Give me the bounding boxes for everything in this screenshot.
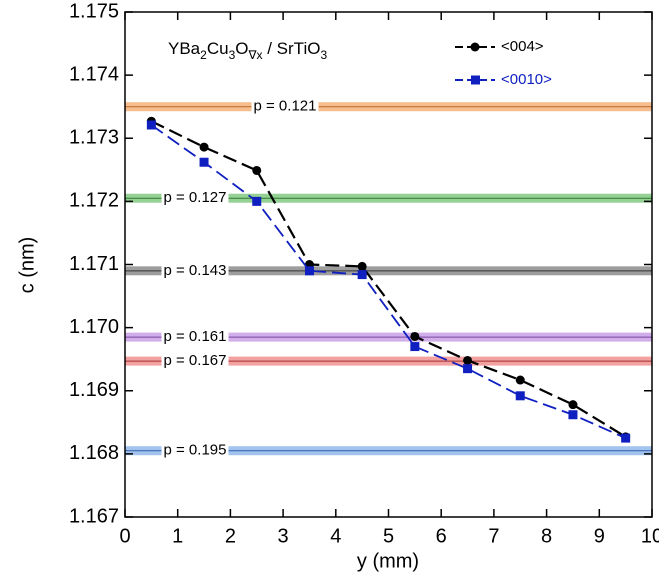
y-tick-label: 1.171 — [69, 253, 119, 275]
x-tick-label: 9 — [594, 525, 605, 547]
y-tick-label: 1.174 — [69, 63, 119, 85]
annotation-part: ∇x — [247, 48, 262, 62]
marker — [199, 157, 209, 167]
y-tick-label: 1.173 — [69, 127, 119, 149]
x-axis-label: y (mm) — [357, 550, 419, 572]
annotation-part: O — [235, 39, 248, 58]
legend-label: <004> — [501, 38, 544, 55]
annotation-part: YBa — [168, 39, 201, 58]
x-tick-label: 5 — [383, 525, 394, 547]
marker — [621, 433, 631, 443]
annotation-part: 3 — [229, 48, 236, 62]
marker — [357, 261, 367, 271]
label-bg — [161, 261, 229, 279]
label-bg — [251, 97, 319, 115]
band-label: p = 0.161 — [164, 328, 227, 345]
x-tick-label: 10 — [641, 525, 659, 547]
x-tick-label: 2 — [225, 525, 236, 547]
x-tick-label: 4 — [330, 525, 341, 547]
y-tick-label: 1.169 — [69, 379, 119, 401]
marker — [252, 196, 262, 206]
annotation-part: 2 — [200, 48, 207, 62]
marker — [568, 410, 578, 420]
label-bg — [161, 352, 229, 370]
y-tick-label: 1.170 — [69, 316, 119, 338]
annotation-part: Cu — [207, 39, 229, 58]
marker — [146, 120, 156, 130]
y-tick-label: 1.175 — [69, 0, 119, 22]
band-label: p = 0.127 — [164, 189, 227, 206]
x-tick-label: 7 — [488, 525, 499, 547]
x-tick-label: 1 — [172, 525, 183, 547]
marker — [463, 355, 473, 365]
series-line — [150, 120, 627, 438]
band-label: p = 0.143 — [164, 262, 227, 279]
x-tick-label: 3 — [278, 525, 289, 547]
band-label: p = 0.167 — [164, 352, 227, 369]
label-bg — [161, 441, 229, 459]
annotation-part: / SrTiO — [263, 39, 321, 58]
label-bg — [161, 328, 229, 346]
series-line — [150, 124, 627, 439]
x-tick-label: 6 — [436, 525, 447, 547]
band-label: p = 0.121 — [254, 98, 317, 115]
marker — [357, 270, 367, 280]
legend-marker — [471, 75, 480, 85]
label-bg — [161, 189, 229, 207]
marker — [515, 391, 525, 401]
annotation: YBa2Cu3O∇x / SrTiO3 — [168, 39, 327, 62]
x-tick-label: 8 — [541, 525, 552, 547]
y-tick-label: 1.167 — [69, 505, 119, 527]
x-tick-label: 0 — [119, 525, 130, 547]
legend-marker — [470, 42, 480, 52]
marker — [410, 342, 420, 352]
y-tick-label: 1.168 — [69, 442, 119, 464]
annotation-part: 3 — [320, 48, 327, 62]
band-label: p = 0.195 — [164, 442, 227, 459]
y-tick-label: 1.172 — [69, 190, 119, 212]
y-axis-label: c (nm) — [16, 237, 38, 294]
marker — [463, 364, 473, 374]
marker — [252, 165, 262, 175]
marker — [410, 331, 420, 341]
marker — [568, 400, 578, 410]
marker — [304, 266, 314, 276]
marker — [199, 142, 209, 152]
marker — [515, 375, 525, 385]
legend-label: <0010> — [501, 71, 552, 88]
